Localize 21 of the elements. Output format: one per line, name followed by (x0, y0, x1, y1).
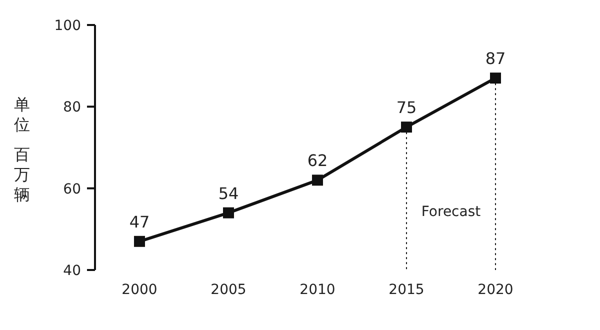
y-tick-label: 100 (54, 18, 81, 34)
y-tick-label: 40 (63, 263, 81, 279)
x-tick-label: 2020 (478, 282, 514, 298)
x-tick-label: 2015 (388, 282, 424, 298)
x-tick-label: 2010 (300, 282, 336, 298)
y-tick-label: 80 (63, 100, 81, 116)
point (312, 174, 323, 186)
point (134, 236, 145, 247)
data-label: 87 (485, 49, 506, 68)
data-label: 75 (396, 98, 417, 118)
y-tick-label: 60 (63, 181, 81, 198)
point (401, 122, 412, 133)
y-axis-title: 单位百万辆 (14, 95, 30, 204)
data-label: 47 (129, 212, 150, 232)
point (490, 72, 501, 84)
x-tick-label: 2005 (210, 282, 246, 298)
point (223, 207, 234, 218)
annotation: Forecast (421, 204, 482, 220)
data-label: 62 (307, 151, 328, 170)
x-tick-label: 2000 (122, 282, 158, 298)
data-label: 54 (218, 184, 239, 203)
